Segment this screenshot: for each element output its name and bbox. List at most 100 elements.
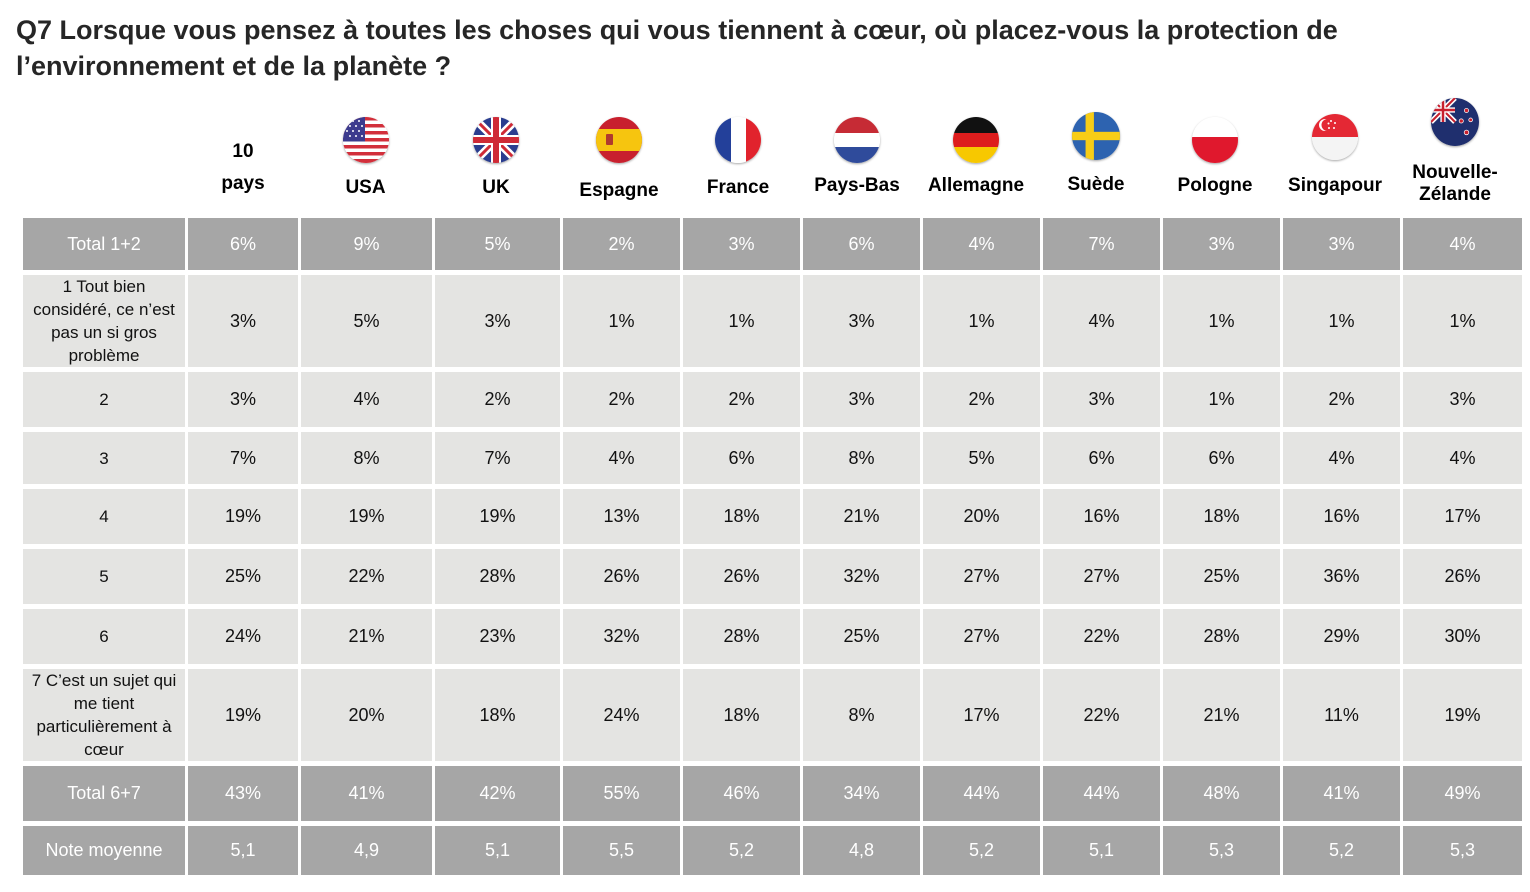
- table-cell: 3%: [803, 275, 920, 367]
- table-cell: 20%: [301, 669, 432, 761]
- table-row: 7 C’est un sujet qui me tient particuliè…: [23, 669, 1522, 761]
- table-cell: 2%: [563, 218, 680, 270]
- column-label: Allemagne: [927, 175, 1025, 196]
- table-cell: 32%: [803, 549, 920, 604]
- table-cell: 5%: [301, 275, 432, 367]
- table-cell: 11%: [1283, 669, 1400, 761]
- table-row: Total 1+2 6% 9% 5% 2% 3% 6% 4% 7% 3% 3% 4%: [23, 218, 1522, 270]
- table-cell: 28%: [435, 549, 560, 604]
- table-cell: 6%: [1163, 432, 1280, 484]
- table-cell: 8%: [803, 432, 920, 484]
- table-cell: 21%: [301, 609, 432, 664]
- row-label: 1 Tout bien considéré, ce n’est pas un s…: [23, 275, 185, 367]
- table-cell: 26%: [563, 549, 680, 604]
- table-cell: 5,1: [435, 826, 560, 875]
- row-label: 5: [23, 549, 185, 604]
- table-cell: 4%: [301, 372, 432, 427]
- column-label: Nouvelle-: [1412, 162, 1498, 183]
- table-cell: 5,2: [1283, 826, 1400, 875]
- table-cell: 9%: [301, 218, 432, 270]
- table-cell: 3%: [1403, 372, 1522, 427]
- table-cell: 26%: [683, 549, 800, 604]
- table-cell: 13%: [563, 489, 680, 544]
- table-cell: 4,9: [301, 826, 432, 875]
- table-cell: 6%: [803, 218, 920, 270]
- table-cell: 7%: [1043, 218, 1160, 270]
- table-cell: 24%: [563, 669, 680, 761]
- row-label: 7 C’est un sujet qui me tient particuliè…: [23, 669, 185, 761]
- france-flag-icon: [715, 117, 761, 163]
- netherlands-flag-icon: [834, 117, 880, 163]
- table-cell: 19%: [301, 489, 432, 544]
- table-row: Total 6+7 43% 41% 42% 55% 46% 34% 44% 44% 48% 41% 4…: [23, 766, 1522, 821]
- table-cell: 1%: [923, 275, 1040, 367]
- table-row: 2 3% 4% 2% 2% 2% 3% 2% 3% 1% 2% 3%: [23, 372, 1522, 427]
- table-cell: 25%: [1163, 549, 1280, 604]
- table-cell: 25%: [803, 609, 920, 664]
- column-header-pays-bas: Pays-Bas: [798, 90, 916, 215]
- table-cell: 27%: [923, 609, 1040, 664]
- table-cell: 1%: [1163, 275, 1280, 367]
- column-label: Pays-Bas: [814, 175, 900, 196]
- column-label: UK: [482, 177, 510, 198]
- row-label: Total 6+7: [23, 766, 185, 821]
- table-cell: 19%: [1403, 669, 1522, 761]
- table-cell: 30%: [1403, 609, 1522, 664]
- singapore-flag-icon: [1312, 114, 1358, 160]
- table-cell: 3%: [1043, 372, 1160, 427]
- table-cell: 7%: [435, 432, 560, 484]
- table-cell: 5,1: [188, 826, 298, 875]
- table-cell: 4%: [563, 432, 680, 484]
- row-label: Total 1+2: [23, 218, 185, 270]
- row-label: 3: [23, 432, 185, 484]
- table-cell: 20%: [923, 489, 1040, 544]
- table-row: 6 24% 21% 23% 32% 28% 25% 27% 22% 28% 29% 30%: [23, 609, 1522, 664]
- table-row: Note moyenne 5,1 4,9 5,1 5,5 5,2 4,8 5,2 5,1 5,3 5…: [23, 826, 1522, 875]
- table-cell: 16%: [1043, 489, 1160, 544]
- table-cell: 5,2: [683, 826, 800, 875]
- table-cell: 5,2: [923, 826, 1040, 875]
- table-cell: 27%: [923, 549, 1040, 604]
- table-cell: 16%: [1283, 489, 1400, 544]
- table-cell: 19%: [188, 489, 298, 544]
- table-cell: 7%: [188, 432, 298, 484]
- table-cell: 34%: [803, 766, 920, 821]
- table-cell: 36%: [1283, 549, 1400, 604]
- table-cell: 18%: [1163, 489, 1280, 544]
- table-cell: 2%: [1283, 372, 1400, 427]
- table-cell: 19%: [435, 489, 560, 544]
- column-header-nouvelle-zelande: Nouvelle- Zélande: [1396, 90, 1514, 215]
- table-cell: 6%: [1043, 432, 1160, 484]
- table-cell: 24%: [188, 609, 298, 664]
- column-header-singapour: Singapour: [1276, 90, 1394, 215]
- table-cell: 41%: [1283, 766, 1400, 821]
- table-cell: 2%: [683, 372, 800, 427]
- column-label: pays: [221, 173, 265, 194]
- row-label: Note moyenne: [23, 826, 185, 875]
- table-cell: 3%: [1163, 218, 1280, 270]
- table-cell: 48%: [1163, 766, 1280, 821]
- column-header-10-pays: 10 pays: [188, 90, 298, 215]
- table-cell: 18%: [683, 489, 800, 544]
- table-cell: 3%: [188, 372, 298, 427]
- table-cell: 4%: [923, 218, 1040, 270]
- uk-flag-icon: [473, 117, 519, 163]
- table-cell: 1%: [1283, 275, 1400, 367]
- table-cell: 8%: [803, 669, 920, 761]
- table-cell: 23%: [435, 609, 560, 664]
- table-cell: 22%: [1043, 669, 1160, 761]
- us-flag-icon: [342, 117, 389, 163]
- table-cell: 22%: [301, 549, 432, 604]
- column-header-espagne: Espagne: [560, 90, 678, 215]
- results-table: Total 1+2 6% 9% 5% 2% 3% 6% 4% 7% 3% 3% 4% 1 Tout bi…: [20, 213, 1525, 880]
- table-cell: 21%: [803, 489, 920, 544]
- table-cell: 43%: [188, 766, 298, 821]
- table-cell: 46%: [683, 766, 800, 821]
- row-label: 4: [23, 489, 185, 544]
- table-row: 4 19% 19% 19% 13% 18% 21% 20% 16% 18% 16% 17%: [23, 489, 1522, 544]
- table-cell: 32%: [563, 609, 680, 664]
- table-cell: 4%: [1283, 432, 1400, 484]
- germany-flag-icon: [953, 117, 999, 163]
- table-cell: 4%: [1403, 218, 1522, 270]
- table-cell: 5,1: [1043, 826, 1160, 875]
